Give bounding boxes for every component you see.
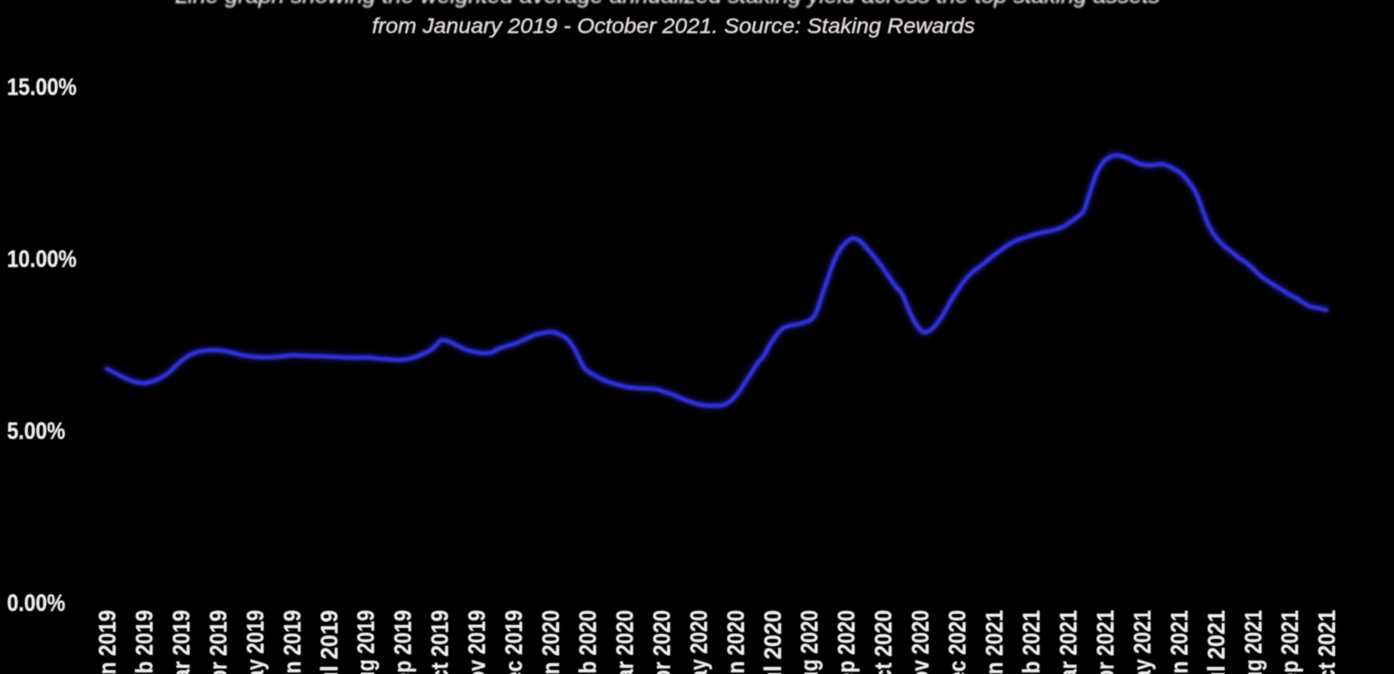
svg-text:Feb 2021: Feb 2021: [1019, 610, 1046, 674]
svg-text:Apr 2021: Apr 2021: [1092, 610, 1119, 674]
svg-text:Jul 2021: Jul 2021: [1203, 610, 1230, 674]
svg-text:Aug 2021: Aug 2021: [1240, 610, 1267, 674]
svg-text:Line graph showing the weighte: Line graph showing the weighted average …: [175, 0, 1160, 8]
svg-text:Dec 2019: Dec 2019: [501, 610, 528, 674]
svg-text:Mar 2021: Mar 2021: [1056, 610, 1083, 674]
svg-text:10.00%: 10.00%: [7, 246, 77, 273]
svg-text:Nov 2020: Nov 2020: [908, 610, 935, 674]
svg-text:Sep 2021: Sep 2021: [1277, 610, 1304, 674]
svg-text:Feb 2019: Feb 2019: [132, 610, 159, 674]
svg-text:Feb 2020: Feb 2020: [575, 610, 602, 674]
svg-text:Jun 2019: Jun 2019: [279, 610, 306, 674]
svg-text:Oct 2021: Oct 2021: [1314, 610, 1341, 674]
svg-text:May 2021: May 2021: [1129, 610, 1156, 674]
svg-text:Apr 2020: Apr 2020: [649, 610, 676, 674]
svg-text:May 2020: May 2020: [686, 610, 713, 674]
svg-text:Jan 2021: Jan 2021: [982, 610, 1009, 674]
svg-text:5.00%: 5.00%: [7, 418, 65, 445]
svg-text:15.00%: 15.00%: [7, 74, 77, 101]
svg-text:Mar 2020: Mar 2020: [612, 610, 639, 674]
svg-text:Apr 2019: Apr 2019: [205, 610, 232, 674]
svg-text:Jul 2019: Jul 2019: [316, 610, 343, 674]
svg-text:Aug 2020: Aug 2020: [797, 610, 824, 674]
svg-text:Jun 2020: Jun 2020: [723, 610, 750, 674]
svg-text:Sep 2020: Sep 2020: [834, 610, 861, 674]
svg-text:Dec 2020: Dec 2020: [945, 610, 972, 674]
svg-text:Aug 2019: Aug 2019: [353, 610, 380, 674]
svg-text:Mar 2019: Mar 2019: [168, 610, 195, 674]
svg-text:Jun 2021: Jun 2021: [1166, 610, 1193, 674]
svg-text:Oct 2020: Oct 2020: [871, 610, 898, 674]
svg-text:Jan 2019: Jan 2019: [95, 610, 122, 674]
svg-text:0.00%: 0.00%: [7, 590, 65, 617]
svg-text:Nov 2019: Nov 2019: [464, 610, 491, 674]
svg-text:May 2019: May 2019: [242, 610, 269, 674]
svg-text:Jul 2020: Jul 2020: [760, 610, 787, 674]
svg-text:Oct 2019: Oct 2019: [427, 610, 454, 674]
svg-text:Jan 2020: Jan 2020: [538, 610, 565, 674]
svg-text:Sep 2019: Sep 2019: [390, 610, 417, 674]
svg-text:from January 2019 - October 20: from January 2019 - October 2021. Source…: [372, 14, 975, 38]
